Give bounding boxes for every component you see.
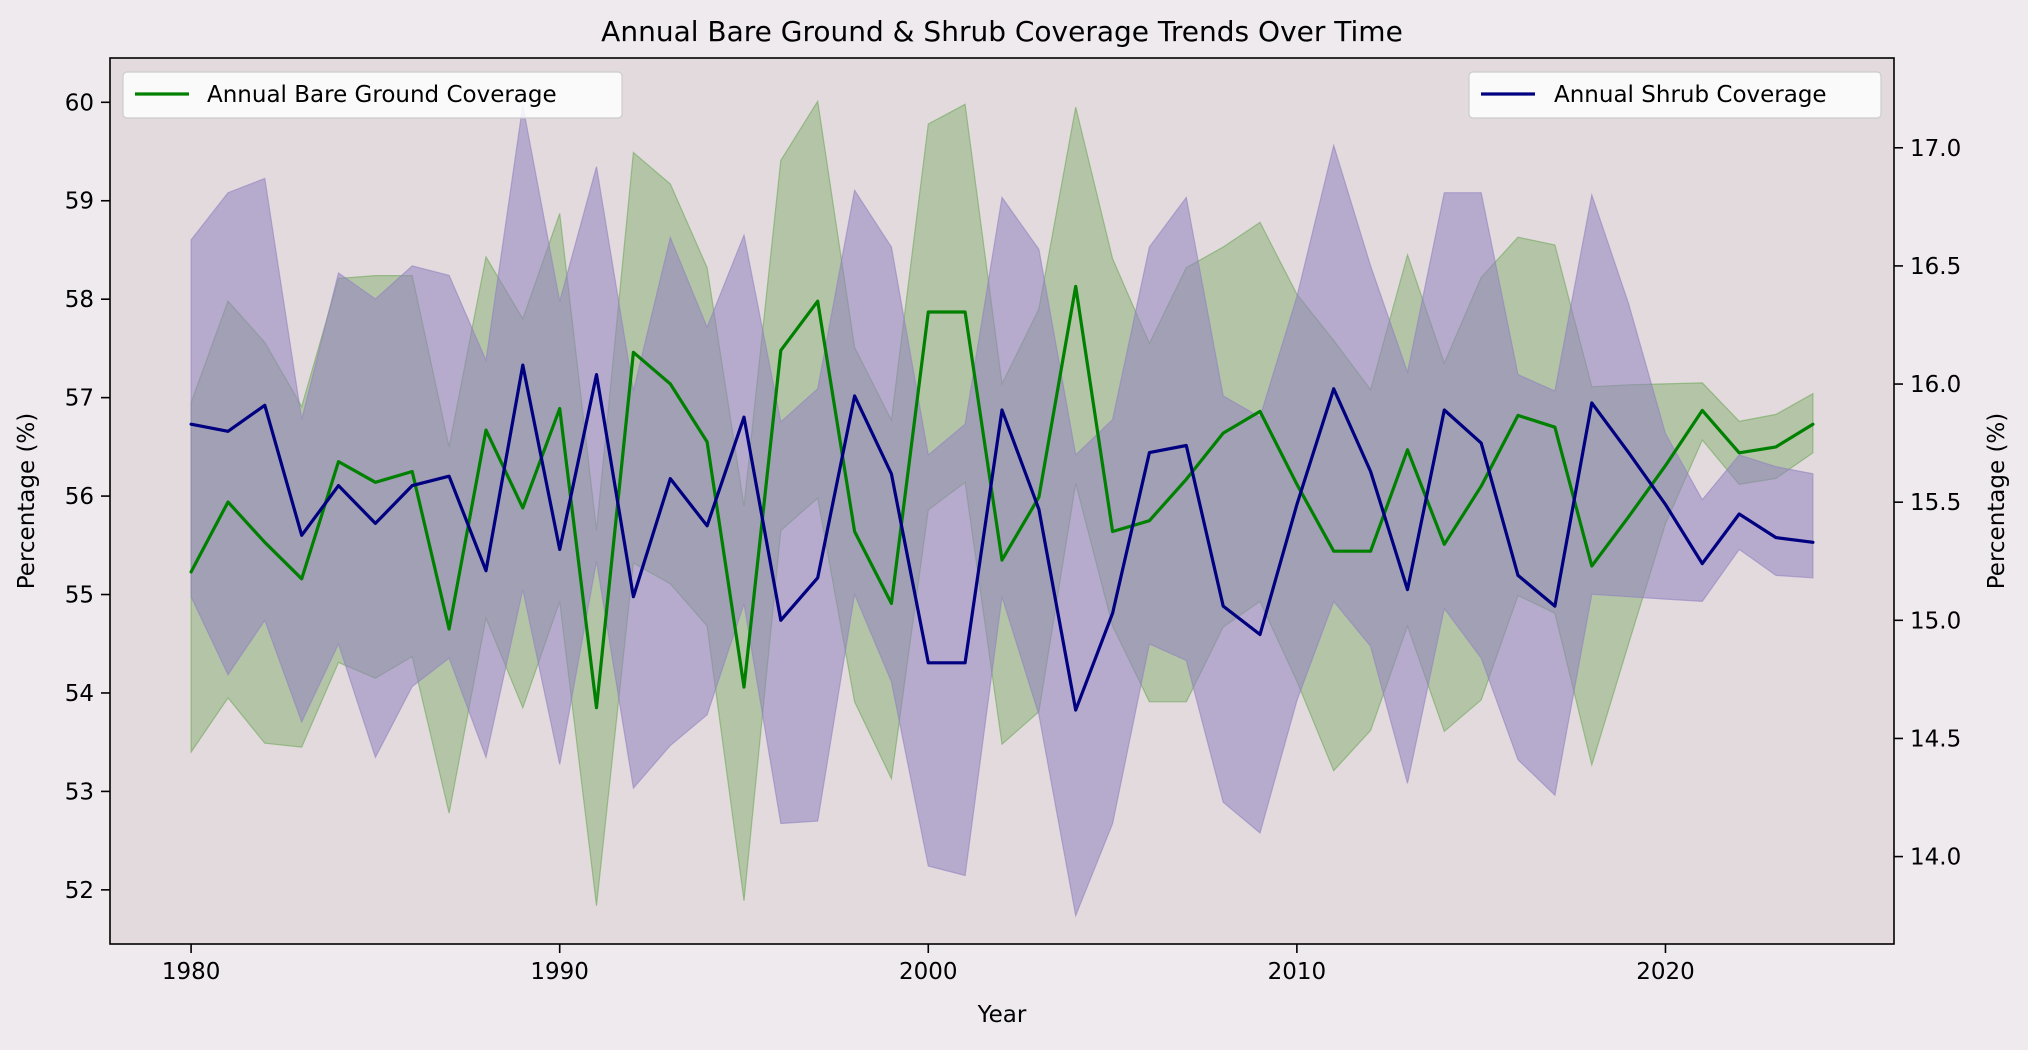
legend-left-box bbox=[122, 71, 623, 119]
legend-left-label: Annual Bare Ground Coverage bbox=[207, 82, 557, 108]
series-lines bbox=[189, 284, 1815, 712]
legend-right-box bbox=[1468, 71, 1882, 119]
x-axis: 1980 1990 2000 2010 2020 bbox=[162, 944, 1695, 985]
y-right-tick-label: 17.0 bbox=[1910, 136, 1961, 162]
x-tick-label: 2010 bbox=[1268, 959, 1327, 985]
y-right-tick-label: 15.5 bbox=[1910, 490, 1961, 516]
y-left-tick-label: 56 bbox=[65, 484, 94, 510]
y-left-tick-label: 57 bbox=[65, 386, 94, 412]
y-right-tick-label: 14.5 bbox=[1910, 726, 1961, 752]
y-axis-left: 52 53 54 55 56 57 58 59 60 bbox=[65, 90, 110, 904]
y-left-tick-label: 52 bbox=[65, 878, 94, 904]
chart-title: Annual Bare Ground & Shrub Coverage Tren… bbox=[601, 15, 1403, 48]
y-left-tick-label: 59 bbox=[65, 189, 94, 215]
plot-frame bbox=[109, 57, 1895, 945]
y-left-tick-label: 53 bbox=[65, 779, 94, 805]
x-tick-label: 2000 bbox=[899, 959, 958, 985]
y-left-tick-label: 58 bbox=[65, 287, 94, 313]
y-axis-right-label: Percentage (%) bbox=[1984, 413, 2010, 590]
x-tick-label: 2020 bbox=[1636, 959, 1695, 985]
series-line-bare-ground bbox=[189, 284, 1815, 710]
series-line-shrub bbox=[189, 363, 1815, 712]
x-axis-label: Year bbox=[977, 1002, 1027, 1028]
legend-right-label: Annual Shrub Coverage bbox=[1554, 82, 1827, 108]
y-axis-left-label: Percentage (%) bbox=[14, 413, 40, 590]
legend-left: Annual Bare Ground Coverage bbox=[122, 71, 623, 119]
y-right-tick-label: 16.0 bbox=[1910, 372, 1961, 398]
y-axis-right: 14.0 14.5 15.0 15.5 16.0 16.5 17.0 bbox=[1894, 136, 1961, 871]
x-tick-label: 1980 bbox=[162, 959, 221, 985]
y-left-tick-label: 60 bbox=[65, 90, 94, 116]
y-left-tick-label: 54 bbox=[65, 681, 94, 707]
y-left-tick-label: 55 bbox=[65, 583, 94, 609]
y-right-tick-label: 15.0 bbox=[1910, 608, 1961, 634]
y-right-tick-label: 14.0 bbox=[1910, 845, 1961, 871]
legend-right: Annual Shrub Coverage bbox=[1468, 71, 1882, 119]
x-tick-label: 1990 bbox=[530, 959, 589, 985]
confidence-band-shrub bbox=[190, 105, 1814, 918]
y-right-tick-label: 16.5 bbox=[1910, 254, 1961, 280]
